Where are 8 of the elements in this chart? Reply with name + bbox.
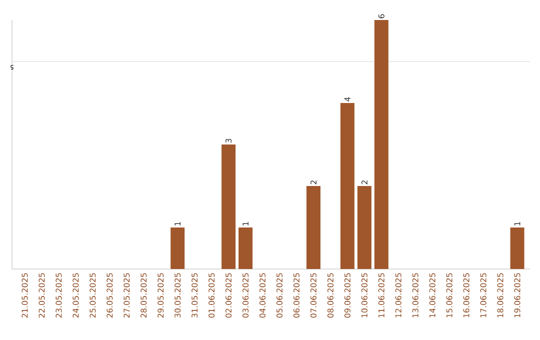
bar: [357, 186, 372, 269]
bar: [170, 228, 185, 269]
bar: [222, 144, 236, 269]
bar: [306, 186, 320, 269]
bar: [374, 20, 388, 269]
bar: [510, 228, 524, 269]
bar: [238, 228, 253, 269]
bar: [340, 103, 354, 269]
